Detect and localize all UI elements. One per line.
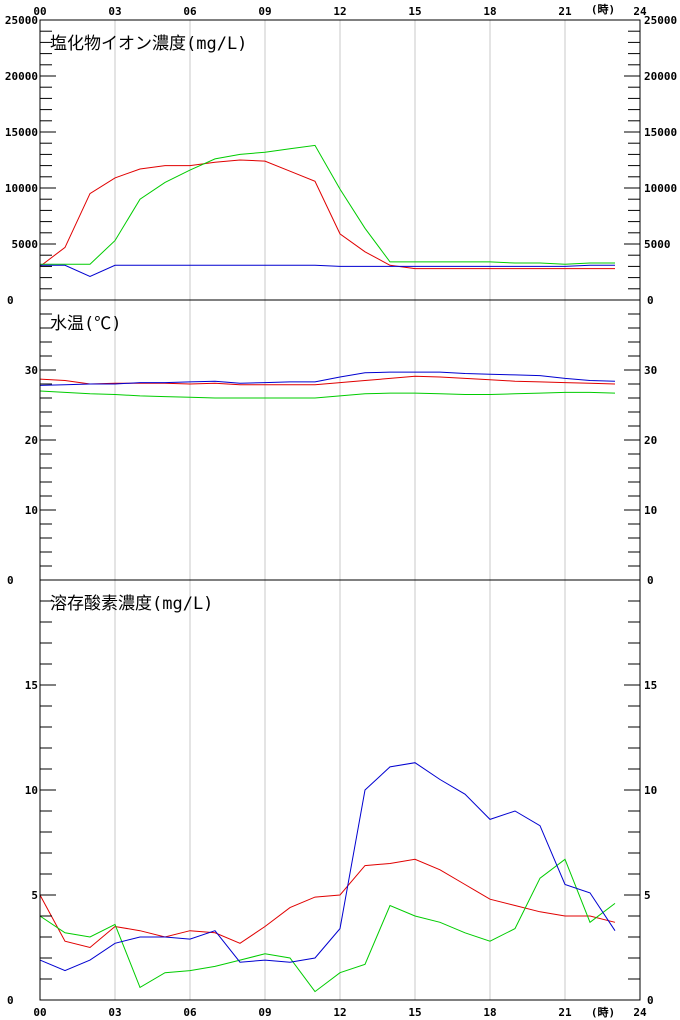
x-tick-label-bottom: 09 — [258, 1006, 271, 1019]
y-tick-label-left: 0 — [7, 994, 14, 1007]
x-tick-label-top: 15 — [408, 5, 421, 18]
y-tick-label-left: 20 — [25, 434, 38, 447]
series-line-green — [39, 390, 616, 399]
x-tick-label-top: 09 — [258, 5, 271, 18]
series-line-red — [39, 858, 616, 949]
x-tick-label-top: 18 — [483, 5, 496, 18]
y-tick-label-left: 15 — [25, 679, 38, 692]
y-tick-label-right: 0 — [647, 294, 654, 307]
y-tick-label-left: 0 — [7, 574, 14, 587]
x-tick-label-top: 21 — [558, 5, 572, 18]
x-unit-label-top: (時) — [591, 2, 615, 16]
y-tick-label-left: 20000 — [5, 70, 38, 83]
series-line-blue — [39, 762, 616, 972]
series-line-red — [39, 159, 615, 270]
y-tick-label-right: 0 — [647, 994, 654, 1007]
y-tick-label-right: 5 — [644, 889, 651, 902]
y-tick-label-right: 30 — [644, 364, 657, 377]
panel-title: 溶存酸素濃度(mg/L) — [50, 594, 213, 614]
y-tick-label-right: 15 — [644, 679, 657, 692]
y-tick-label-left: 25000 — [5, 14, 38, 27]
y-tick-label-left: 5000 — [12, 238, 39, 251]
y-tick-label-left: 10000 — [5, 182, 38, 195]
y-tick-label-right: 25000 — [644, 14, 677, 27]
x-tick-label-bottom: 18 — [483, 1006, 496, 1019]
y-tick-label-right: 20000 — [644, 70, 677, 83]
y-tick-label-right: 15000 — [644, 126, 677, 139]
x-tick-label-bottom: 21 — [558, 1006, 572, 1019]
grid-lines — [114, 20, 566, 1000]
series-line-blue — [40, 264, 615, 278]
x-tick-label-bottom: 03 — [108, 1006, 121, 1019]
y-tick-label-left: 30 — [25, 364, 38, 377]
y-tick-label-left: 0 — [7, 294, 14, 307]
x-unit-label-bottom: (時) — [591, 1005, 615, 1019]
y-tick-label-right: 10000 — [644, 182, 677, 195]
y-tick-label-right: 20 — [644, 434, 657, 447]
y-tick-label-left: 5 — [31, 889, 38, 902]
x-tick-label-bottom: 06 — [183, 1006, 197, 1019]
x-tick-label-top: 00 — [33, 5, 46, 18]
y-tick-label-right: 0 — [647, 574, 654, 587]
y-tick-label-left: 10 — [25, 784, 38, 797]
axes — [39, 19, 641, 1001]
panel-frame — [39, 579, 641, 1001]
y-tick-label-left: 15000 — [5, 126, 38, 139]
series-line-green — [40, 144, 615, 265]
panel-title: 水温(℃) — [50, 314, 121, 334]
y-tick-label-right: 10 — [644, 504, 657, 517]
x-tick-label-bottom: 15 — [408, 1006, 421, 1019]
panel-title: 塩化物イオン濃度(mg/L) — [50, 34, 247, 54]
x-tick-label-top: 24 — [633, 5, 647, 18]
x-tick-label-top: 06 — [183, 5, 197, 18]
y-tick-label-right: 5000 — [644, 238, 671, 251]
x-tick-label-bottom: 24 — [633, 1006, 647, 1019]
data-series — [39, 144, 616, 993]
x-tick-label-bottom: 12 — [333, 1006, 346, 1019]
y-tick-label-left: 10 — [25, 504, 38, 517]
series-line-blue — [39, 371, 616, 386]
x-tick-label-top: 03 — [108, 5, 121, 18]
y-tick-label-right: 10 — [644, 784, 657, 797]
x-tick-label-top: 12 — [333, 5, 346, 18]
x-tick-label-bottom: 00 — [33, 1006, 46, 1019]
series-line-green — [39, 858, 616, 993]
